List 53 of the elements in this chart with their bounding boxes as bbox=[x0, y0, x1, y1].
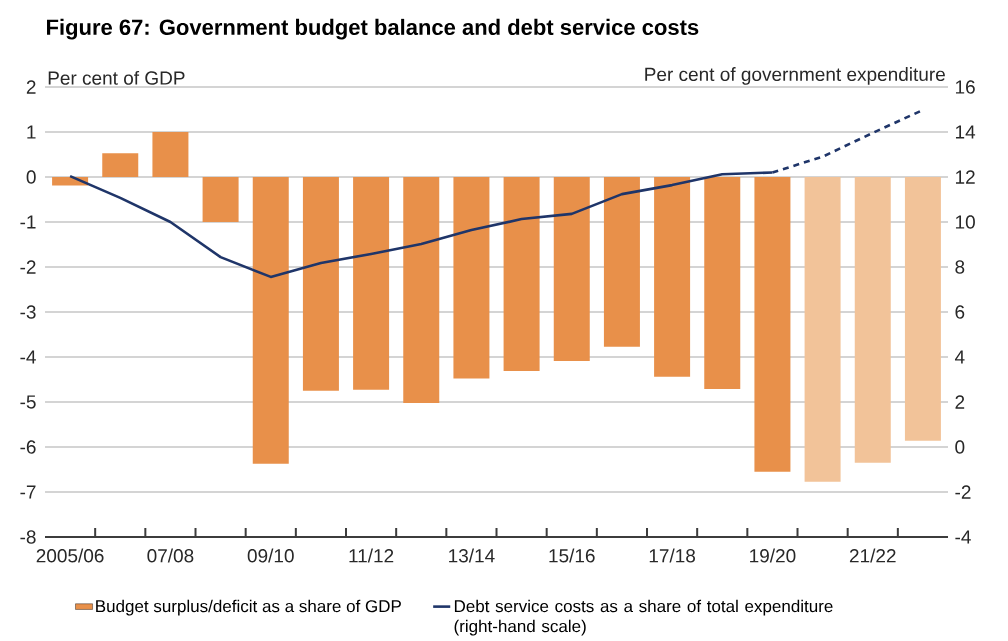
y-tick-label: -4 bbox=[20, 350, 36, 364]
y-tick-label: -6 bbox=[20, 440, 36, 454]
y-tick-label: -7 bbox=[20, 485, 36, 499]
bar bbox=[654, 177, 691, 377]
x-tick-label: 15/16 bbox=[549, 548, 595, 563]
bar bbox=[704, 177, 741, 389]
x-tick-label: 2005/06 bbox=[36, 548, 104, 563]
legend-label: Debt service costs as a share of total expenditure (right-hand scale) bbox=[454, 599, 833, 636]
bar bbox=[503, 177, 540, 371]
bar bbox=[252, 177, 289, 464]
x-tick-label: 09/10 bbox=[247, 548, 294, 563]
y-axis-title: Per cent of GDP bbox=[48, 70, 185, 85]
y2-tick-label: 2 bbox=[955, 395, 965, 409]
y2-tick-label: 0 bbox=[955, 440, 965, 454]
bar bbox=[152, 132, 189, 177]
y-tick-label: -1 bbox=[20, 215, 36, 229]
y2-tick-label: -4 bbox=[955, 530, 971, 544]
y-tick-label: 1 bbox=[27, 125, 36, 139]
y2-tick-label: 6 bbox=[955, 305, 965, 319]
bar bbox=[353, 177, 390, 390]
y-tick-label: -2 bbox=[20, 260, 36, 274]
chart-title: Figure 67: Government budget balance and debt service costs bbox=[47, 18, 699, 40]
y-tick-label: -8 bbox=[20, 530, 36, 544]
y-tick-label: -5 bbox=[20, 395, 36, 409]
x-tick-label: 07/08 bbox=[147, 548, 194, 563]
y2-tick-label: 4 bbox=[954, 350, 965, 364]
bar bbox=[302, 177, 339, 391]
y-tick-label: 2 bbox=[26, 80, 36, 94]
y2-tick-label: 16 bbox=[955, 80, 975, 94]
y2-tick-label: 14 bbox=[955, 125, 976, 139]
bar bbox=[603, 177, 640, 347]
bar bbox=[553, 177, 590, 362]
legend-label: Budget surplus/deficit as a share of GDP bbox=[96, 599, 401, 616]
y2-tick-label: 12 bbox=[955, 170, 975, 184]
y2-axis-title: Per cent of government expenditure bbox=[645, 67, 945, 85]
x-tick-label: 17/18 bbox=[649, 548, 696, 563]
bar bbox=[804, 177, 841, 482]
y2-tick-label: 10 bbox=[955, 215, 975, 229]
bar bbox=[403, 177, 440, 403]
bar bbox=[854, 177, 891, 463]
y2-tick-label: -2 bbox=[955, 485, 971, 499]
x-tick-label: 13/14 bbox=[449, 548, 495, 563]
bar bbox=[754, 177, 791, 472]
x-tick-label: 19/20 bbox=[750, 548, 796, 563]
y2-tick-label: 8 bbox=[955, 260, 965, 274]
x-tick-label: 11/12 bbox=[349, 548, 394, 563]
bar bbox=[904, 177, 941, 441]
bar bbox=[202, 177, 239, 222]
x-tick-label: 21/22 bbox=[849, 548, 896, 563]
bar bbox=[102, 153, 139, 177]
y-tick-label: 0 bbox=[26, 170, 36, 184]
y-tick-label: -3 bbox=[20, 305, 36, 319]
bar bbox=[453, 177, 490, 379]
